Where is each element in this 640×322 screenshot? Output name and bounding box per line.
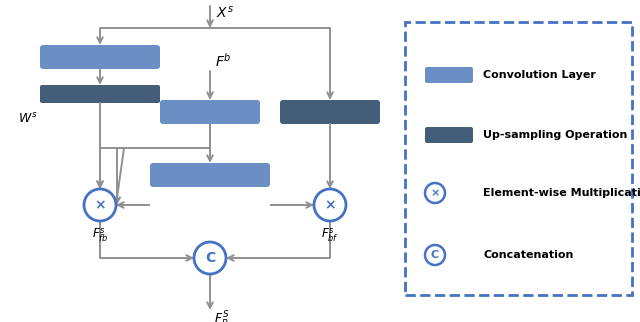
Text: $F^S_B$: $F^S_B$	[214, 310, 229, 322]
Text: Up-sampling Operation: Up-sampling Operation	[483, 130, 627, 140]
Text: ×: ×	[94, 198, 106, 212]
Text: $F^s_{fb}$: $F^s_{fb}$	[92, 226, 108, 243]
FancyBboxPatch shape	[40, 85, 160, 103]
Text: Element-wise Multiplication: Element-wise Multiplication	[483, 188, 640, 198]
Text: $W^s$: $W^s$	[19, 112, 38, 126]
FancyBboxPatch shape	[405, 22, 632, 295]
Circle shape	[425, 245, 445, 265]
Circle shape	[84, 189, 116, 221]
Text: C: C	[431, 250, 439, 260]
FancyBboxPatch shape	[160, 100, 260, 124]
Text: Convolution Layer: Convolution Layer	[483, 70, 596, 80]
FancyBboxPatch shape	[150, 163, 270, 187]
Text: Concatenation: Concatenation	[483, 250, 573, 260]
Circle shape	[425, 183, 445, 203]
Text: $X^s$: $X^s$	[216, 5, 234, 21]
FancyBboxPatch shape	[40, 45, 160, 69]
Text: $F^b$: $F^b$	[215, 52, 232, 70]
Circle shape	[194, 242, 226, 274]
Text: ×: ×	[324, 198, 336, 212]
Text: ×: ×	[430, 188, 440, 198]
Circle shape	[314, 189, 346, 221]
FancyBboxPatch shape	[425, 67, 473, 83]
FancyBboxPatch shape	[280, 100, 380, 124]
FancyBboxPatch shape	[425, 127, 473, 143]
Text: C: C	[205, 251, 215, 265]
Text: $F^s_{bf}$: $F^s_{bf}$	[321, 226, 339, 243]
